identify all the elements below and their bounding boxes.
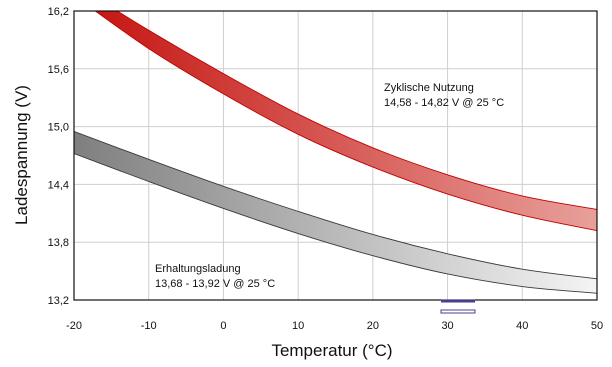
x-tick-label: 40 <box>516 320 528 332</box>
series-band-cyclic-lower-edge <box>94 11 597 232</box>
y-tick-label: 13,2 <box>48 295 69 307</box>
x-tick-label: 20 <box>367 320 379 332</box>
y-tick-label: 13,8 <box>48 237 69 249</box>
series-band-float-lower-edge <box>74 153 597 294</box>
annotation-cyclic-title: Zyklische Nutzung <box>384 82 474 94</box>
x-tick-label: 50 <box>591 320 603 332</box>
y-tick-label: 14,4 <box>48 179 69 191</box>
axis-marker-light <box>440 309 476 314</box>
plot-frame <box>73 10 598 301</box>
series-band-cyclic <box>95 11 597 231</box>
x-tick-label: -20 <box>66 320 82 332</box>
series-band-cyclic-upper-edge <box>116 11 597 210</box>
grid <box>74 11 597 300</box>
plot-background <box>74 11 597 300</box>
tick-labels: -20 -10 0 10 20 30 40 50 16,2 15,6 15,0 14,4 13,8 13,… <box>48 6 604 332</box>
annotation-float-title: Erhaltungsladung <box>155 263 241 275</box>
y-tick-label: 15,0 <box>48 122 69 134</box>
x-axis-label: Temperatur (°C) <box>271 341 392 360</box>
series-band-float-upper-edge <box>74 130 597 280</box>
y-tick-label: 15,6 <box>48 64 69 76</box>
x-tick-label: 0 <box>220 320 226 332</box>
x-tick-label: -10 <box>141 320 157 332</box>
y-axis-label: Ladespannung (V) <box>12 85 31 225</box>
y-tick-label: 16,2 <box>48 6 69 18</box>
axis-marker-dark <box>441 299 475 303</box>
series-band-float <box>74 131 597 294</box>
annotation-cyclic-range: 14,58 - 14,82 V @ 25 °C <box>384 97 504 109</box>
x-tick-label: 10 <box>292 320 304 332</box>
series-layer <box>74 11 597 294</box>
annotation-float-range: 13,68 - 13,92 V @ 25 °C <box>155 278 275 290</box>
x-tick-label: 30 <box>441 320 453 332</box>
